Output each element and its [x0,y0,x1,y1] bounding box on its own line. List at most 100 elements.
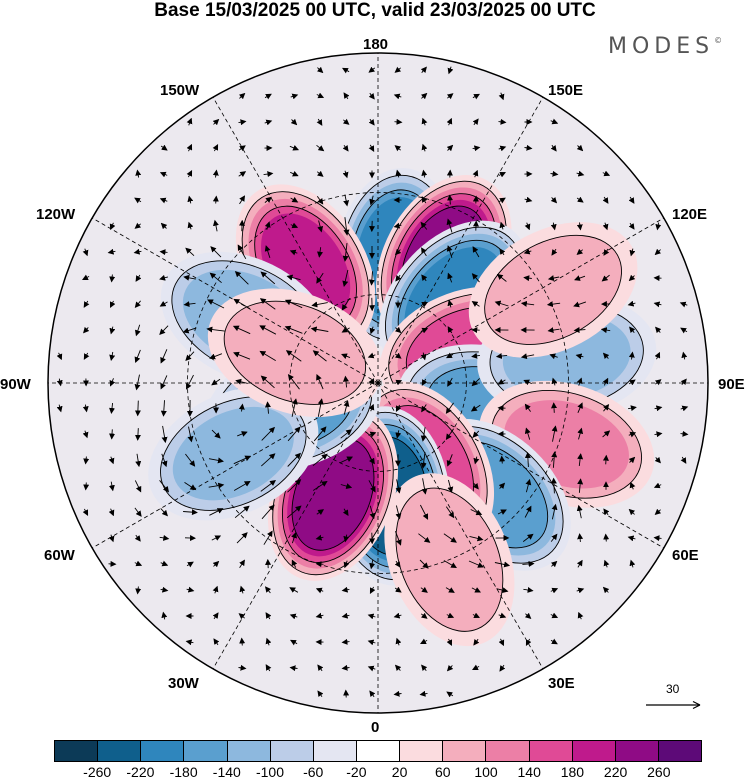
lon-label-30e: 30E [548,675,575,692]
wind-vector [524,196,533,203]
wind-vector [317,220,324,233]
wind-vector [420,586,428,593]
wind-vector [524,144,533,151]
wind-vector [420,301,428,308]
wind-vector [445,506,455,519]
wind-vector [471,273,480,283]
wind-vector [446,454,453,467]
wind-vector [494,561,511,568]
wind-vector [289,249,298,256]
wind-vector [134,197,142,204]
wind-vector [134,349,141,364]
lon-label-120e: 120E [672,206,708,223]
wind-vector [312,453,328,467]
colorbar-tick-label: 60 [435,764,451,780]
wind-vector [421,378,428,386]
wind-vector [212,585,219,594]
wind-vector [368,144,375,152]
wind-vector [421,117,428,126]
wind-vector [160,375,168,390]
wind-vector [394,586,402,593]
wind-vector [654,405,663,412]
wind-vector [654,248,662,256]
wind-vector [82,430,89,439]
wind-vector [472,430,480,438]
wind-vector [367,352,376,359]
lon-label-150e: 150E [548,82,584,99]
wind-vector [628,379,636,386]
wind-vector [577,533,584,542]
brand-logo: MODES© [608,34,722,59]
wind-vector [107,248,116,255]
wind-vector [207,299,225,309]
colorbar-swatch [572,741,616,761]
wind-vector [369,195,376,206]
wind-vector [628,274,636,282]
wind-vector [290,93,299,100]
wind-vector [524,452,531,468]
wind-vector [499,455,506,464]
wind-vector [628,508,636,516]
wind-vector [602,196,609,204]
colorbar-swatch [270,741,314,761]
wind-vector [260,375,275,389]
wind-vector [443,533,457,543]
wind-vector [209,353,223,360]
wind-vector [339,456,354,464]
wind-vector [284,299,303,309]
wind-vector [550,612,559,619]
wind-vector [576,587,585,594]
wind-vector [520,353,535,360]
wind-vector [495,353,508,359]
wind-vector [473,638,480,646]
wind-vector [317,664,324,672]
wind-vector [316,170,324,177]
wind-vector [237,431,248,437]
wind-vector [655,222,662,231]
wind-vector [420,638,428,645]
wind-vector [546,301,561,308]
vector-reference: 30 [646,682,706,712]
anomaly-contour-line [395,487,504,632]
map-border [47,52,709,714]
wind-vector [317,398,324,417]
wind-vector [313,426,327,442]
wind-vector [161,425,168,444]
wind-vector [134,428,141,441]
wind-vector [342,243,349,262]
wind-vector [394,326,402,334]
colorbar-tick-label: -20 [346,764,367,780]
wind-vector [420,352,427,361]
wind-vector [233,481,251,491]
wind-vector [468,560,484,568]
wind-vector [550,118,559,125]
wind-vector [471,378,481,387]
wind-vector [316,144,325,152]
vector-reference-arrow [646,700,701,710]
wind-vector [496,273,507,282]
wind-vector [316,92,325,99]
wind-vector [447,377,453,387]
wind-vector [341,612,350,619]
wind-vector [134,480,142,493]
wind-vector [680,430,689,437]
wind-vector [446,612,455,619]
wind-vector [600,327,611,334]
wind-vector [420,452,427,469]
wind-vector [653,301,662,308]
wind-vector [445,428,454,441]
wind-vector [135,453,142,468]
wind-vector [259,298,276,310]
wind-vector [602,454,609,465]
wind-vector [550,587,559,594]
wind-vector [160,586,169,593]
wind-vector [291,531,297,544]
wind-vector [343,560,350,569]
wind-vector [551,377,558,386]
wind-vector [499,221,506,230]
wind-vector [472,93,480,100]
wind-vector [395,169,402,178]
wind-vector [368,92,375,100]
wind-vector [494,300,509,307]
wind-vector [83,482,90,491]
